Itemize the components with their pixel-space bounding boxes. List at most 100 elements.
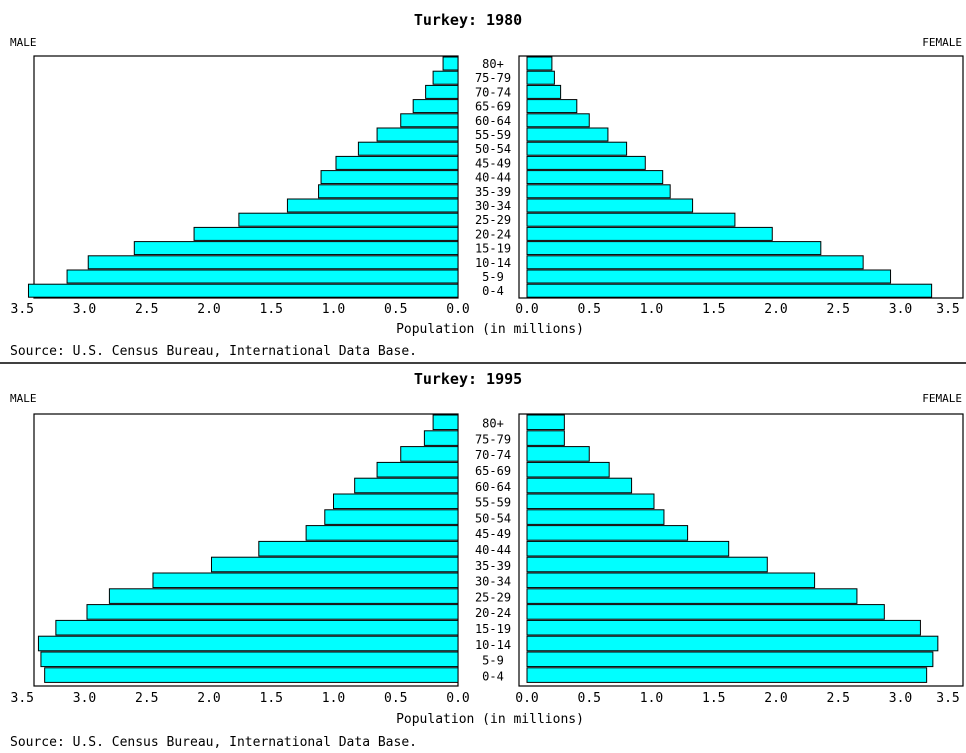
age-label: 5-9 (482, 270, 504, 284)
male-bar-80+ (432, 414, 459, 431)
male-label: MALE (10, 36, 37, 49)
male-bar-30-34 (286, 198, 459, 213)
age-label: 70-74 (475, 448, 511, 462)
female-bar-65-69 (526, 99, 578, 114)
male-tick-label: 2.0 (197, 302, 220, 317)
female-bar-10-14 (526, 255, 864, 270)
female-bar-45-49 (526, 525, 689, 541)
female-bar-55-59 (526, 493, 655, 510)
female-label: FEMALE (922, 36, 962, 49)
male-tick-label: 1.0 (322, 302, 345, 317)
female-bar-5-9 (526, 269, 892, 284)
age-label: 80+ (482, 57, 504, 71)
male-bar-0-4 (44, 667, 459, 683)
pyramid-1995: Turkey: 1995 MALE FEMALE 80+75-79 70-74 65… (10, 370, 964, 750)
female-bar-35-39 (526, 556, 768, 573)
age-label: 15-19 (475, 622, 511, 636)
source-note: Source: U.S. Census Bureau, Internationa… (10, 344, 417, 359)
male-label: MALE (10, 392, 37, 405)
x-tick-labels: 0.0 0.0 0.5 0.5 1.0 1.0 1.5 1.5 2.0 2.0 2.5 2.5 3.0 3… (11, 302, 960, 317)
female-bar-80+ (526, 414, 565, 431)
x-axis-label: Population (in millions) (396, 322, 584, 337)
male-tick-label: 3.0 (73, 302, 96, 317)
male-bar-35-39 (318, 184, 459, 199)
female-tick-label: 0.5 (578, 691, 601, 706)
female-bar-30-34 (526, 198, 694, 213)
male-bar-50-54 (357, 141, 459, 156)
female-plot-frame (518, 413, 964, 687)
age-label: 40-44 (475, 543, 511, 557)
age-label: 50-54 (475, 142, 511, 156)
male-bar-70-74 (400, 446, 459, 462)
female-bar-40-44 (526, 540, 730, 557)
age-label: 50-54 (475, 511, 511, 525)
male-bar-45-49 (335, 155, 459, 170)
female-bar-50-54 (526, 141, 628, 156)
age-label: 55-59 (475, 128, 511, 142)
male-bar-80+ (442, 56, 459, 71)
male-tick-label: 1.5 (260, 691, 283, 706)
female-bar-60-64 (526, 477, 633, 494)
female-tick-label: 2.0 (764, 691, 787, 706)
age-label: 60-64 (475, 480, 511, 494)
female-bar-75-79 (526, 70, 555, 85)
female-bar-45-49 (526, 155, 646, 170)
female-bar-25-29 (526, 588, 858, 604)
male-tick-label: 2.5 (135, 302, 158, 317)
age-label: 25-29 (475, 213, 511, 227)
female-bar-0-4 (526, 283, 933, 298)
age-label: 65-69 (475, 100, 511, 114)
age-label: 35-39 (475, 559, 511, 573)
male-bar-30-34 (152, 572, 459, 589)
age-label: 0-4 (482, 284, 504, 298)
age-label: 20-24 (475, 227, 511, 241)
male-tick-label: 2.0 (197, 691, 220, 706)
male-tick-label: 0.5 (384, 302, 407, 317)
female-bar-20-24 (526, 226, 773, 241)
female-tick-label: 1.0 (640, 691, 663, 706)
male-bar-15-19 (55, 619, 459, 636)
male-bar-25-29 (238, 212, 459, 227)
source-note: Source: U.S. Census Bureau, Internationa… (10, 735, 417, 750)
male-bar-15-19 (133, 241, 459, 256)
age-label: 45-49 (475, 156, 511, 170)
age-label: 25-29 (475, 590, 511, 604)
female-tick-label: 3.0 (889, 302, 912, 317)
male-tick-label: 3.0 (73, 691, 96, 706)
female-tick-label: 0.0 (515, 691, 538, 706)
male-tick-label: 1.0 (322, 691, 345, 706)
female-bar-10-14 (526, 635, 939, 652)
female-bar-25-29 (526, 212, 736, 227)
age-label: 30-34 (475, 575, 511, 589)
male-bar-25-29 (108, 588, 459, 604)
male-bar-75-79 (432, 70, 459, 85)
age-label: 10-14 (475, 638, 511, 652)
female-tick-label: 2.0 (764, 302, 787, 317)
male-bar-60-64 (354, 477, 459, 494)
female-bar-55-59 (526, 127, 609, 142)
male-bar-20-24 (86, 604, 459, 620)
female-tick-label: 3.5 (936, 691, 959, 706)
female-bar-40-44 (526, 170, 664, 185)
male-tick-label: 2.5 (135, 691, 158, 706)
female-tick-label: 1.5 (702, 691, 725, 706)
male-bars (37, 414, 459, 683)
male-bar-5-9 (66, 269, 459, 284)
female-bar-35-39 (526, 184, 671, 199)
age-label: 65-69 (475, 464, 511, 478)
female-tick-label: 0.5 (578, 302, 601, 317)
age-label: 60-64 (475, 114, 511, 128)
female-bar-5-9 (526, 651, 934, 668)
male-bar-55-59 (333, 493, 459, 510)
age-label: 75-79 (475, 71, 511, 85)
female-bar-60-64 (526, 113, 590, 128)
male-bar-65-69 (412, 99, 459, 114)
male-bar-5-9 (40, 651, 459, 668)
female-tick-label: 0.0 (515, 302, 538, 317)
female-bar-0-4 (526, 667, 928, 683)
age-label: 45-49 (475, 527, 511, 541)
age-label: 10-14 (475, 256, 511, 270)
female-bar-20-24 (526, 604, 885, 620)
